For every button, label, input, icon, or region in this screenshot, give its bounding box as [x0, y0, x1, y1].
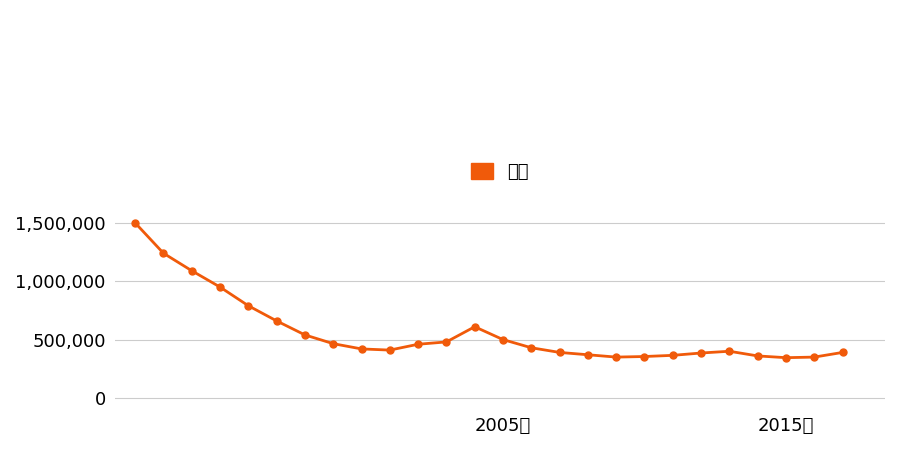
価格 — [526, 345, 536, 351]
価格 — [441, 339, 452, 345]
価格 — [780, 355, 791, 360]
価格 — [696, 350, 706, 356]
価格 — [214, 284, 225, 290]
価格 — [837, 350, 848, 355]
価格 — [271, 318, 282, 324]
価格 — [554, 350, 565, 355]
価格 — [384, 347, 395, 353]
価格 — [356, 346, 367, 351]
価格 — [809, 355, 820, 360]
Legend: 価格: 価格 — [464, 156, 536, 189]
価格 — [186, 268, 197, 274]
価格 — [130, 220, 140, 225]
価格 — [498, 337, 508, 342]
Line: 価格: 価格 — [131, 220, 846, 361]
価格 — [328, 341, 338, 346]
価格 — [413, 342, 424, 347]
価格 — [724, 349, 734, 354]
価格 — [611, 355, 622, 360]
価格 — [582, 352, 593, 357]
価格 — [469, 324, 480, 329]
価格 — [752, 353, 763, 359]
価格 — [300, 332, 310, 338]
価格 — [243, 303, 254, 308]
価格 — [639, 354, 650, 359]
価格 — [158, 251, 169, 256]
価格 — [668, 353, 679, 358]
